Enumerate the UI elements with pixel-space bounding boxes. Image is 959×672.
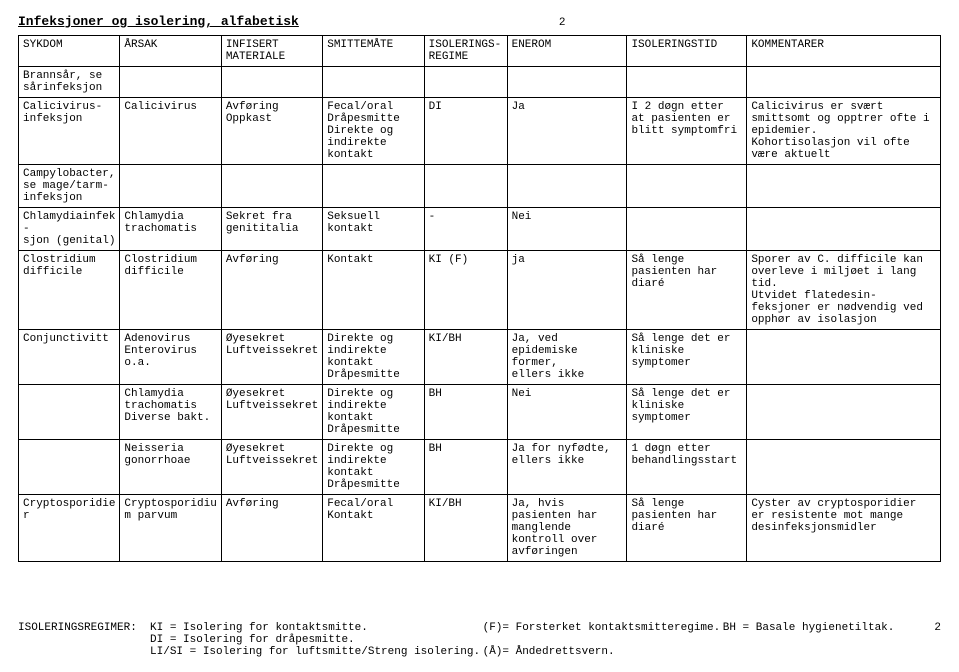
cell-5-0: Conjunctivitt [19,330,120,385]
cell-4-3: Kontakt [323,251,424,330]
cell-1-6: I 2 døgn etter at pasienten er blitt sym… [627,98,747,165]
cell-4-6: Så lenge pasienten har diaré [627,251,747,330]
cell-0-4 [424,67,507,98]
cell-2-3 [323,165,424,208]
legend-right: BH = Basale hygienetiltak. [723,622,895,658]
cell-4-1: Clostridium difficile [120,251,221,330]
cell-1-5: Ja [507,98,627,165]
cell-3-1: Chlamydia trachomatis [120,208,221,251]
cell-3-5: Nei [507,208,627,251]
cell-8-2: Avføring [221,495,322,562]
cell-2-6 [627,165,747,208]
cell-5-6: Så lenge det er kliniske symptomer [627,330,747,385]
table-row: Campylobacter, se mage/tarm-infeksjon [19,165,941,208]
cell-2-2 [221,165,322,208]
cell-1-2: AvføringOppkast [221,98,322,165]
cell-0-2 [221,67,322,98]
cell-0-0: Brannsår, se sårinfeksjon [19,67,120,98]
cell-5-4: KI/BH [424,330,507,385]
table-row: Chlamydia trachomatisDiverse bakt.Øyesek… [19,385,941,440]
table-row: ConjunctivittAdenovirusEnterovirus o.a.Ø… [19,330,941,385]
cell-6-7 [747,385,941,440]
cell-4-0: Clostridium difficile [19,251,120,330]
cell-4-2: Avføring [221,251,322,330]
cell-3-0: Chlamydiainfek-sjon (genital) [19,208,120,251]
col-header-0: SYKDOM [19,36,120,67]
cell-4-4: KI (F) [424,251,507,330]
legend-left: ISOLERINGSREGIMER: KI = Isolering for ko… [18,622,480,658]
cell-0-1 [120,67,221,98]
cell-6-0 [19,385,120,440]
cell-7-6: 1 døgn etter behandlingsstart [627,440,747,495]
col-header-1: ÅRSAK [120,36,221,67]
legend: ISOLERINGSREGIMER: KI = Isolering for ko… [18,622,941,658]
cell-8-7: Cyster av cryptosporidier er resistente … [747,495,941,562]
col-header-7: KOMMENTARER [747,36,941,67]
cell-3-4: - [424,208,507,251]
cell-7-0 [19,440,120,495]
cell-0-3 [323,67,424,98]
cell-2-4 [424,165,507,208]
cell-2-7 [747,165,941,208]
cell-6-1: Chlamydia trachomatisDiverse bakt. [120,385,221,440]
table-row: CryptosporidierCryptosporidium parvumAvf… [19,495,941,562]
table-row: Clostridium difficileClostridium diffici… [19,251,941,330]
infection-table: SYKDOMÅRSAKINFISERTMATERIALESMITTEMÅTEIS… [18,35,941,562]
cell-1-4: DI [424,98,507,165]
cell-8-1: Cryptosporidium parvum [120,495,221,562]
cell-3-7 [747,208,941,251]
table-row: Chlamydiainfek-sjon (genital)Chlamydia t… [19,208,941,251]
cell-1-0: Calicivirus-infeksjon [19,98,120,165]
cell-7-1: Neisseria gonorrhoae [120,440,221,495]
cell-7-7 [747,440,941,495]
cell-2-0: Campylobacter, se mage/tarm-infeksjon [19,165,120,208]
cell-5-5: Ja, ved epidemiske former,ellers ikke [507,330,627,385]
cell-5-1: AdenovirusEnterovirus o.a. [120,330,221,385]
cell-8-4: KI/BH [424,495,507,562]
col-header-5: ENEROM [507,36,627,67]
cell-5-2: ØyesekretLuftveissekret [221,330,322,385]
cell-3-2: Sekret fra genititalia [221,208,322,251]
cell-3-6 [627,208,747,251]
cell-7-2: ØyesekretLuftveissekret [221,440,322,495]
cell-8-5: Ja, hvis pasienten har manglende kontrol… [507,495,627,562]
col-header-2: INFISERTMATERIALE [221,36,322,67]
table-row: Brannsår, se sårinfeksjon [19,67,941,98]
col-header-4: ISOLERINGS-REGIME [424,36,507,67]
cell-4-7: Sporer av C. difficile kan overleve i mi… [747,251,941,330]
table-row: Calicivirus-infeksjonCalicivirusAvføring… [19,98,941,165]
cell-1-3: Fecal/oralDråpesmitteDirekte og indirekt… [323,98,424,165]
cell-6-2: ØyesekretLuftveissekret [221,385,322,440]
cell-2-5 [507,165,627,208]
page-number-top: 2 [559,17,566,29]
col-header-6: ISOLERINGSTID [627,36,747,67]
cell-6-4: BH [424,385,507,440]
page-title: Infeksjoner og isolering, alfabetisk [18,14,299,29]
cell-4-5: ja [507,251,627,330]
cell-0-7 [747,67,941,98]
cell-6-3: Direkte og indirekte kontaktDråpesmitte [323,385,424,440]
legend-mid: (F)= Forsterket kontaktsmitteregime. (Å)… [483,622,721,658]
cell-8-0: Cryptosporidier [19,495,120,562]
table-row: Neisseria gonorrhoaeØyesekretLuftveissek… [19,440,941,495]
cell-0-6 [627,67,747,98]
cell-3-3: Seksuell kontakt [323,208,424,251]
cell-6-5: Nei [507,385,627,440]
cell-8-6: Så lenge pasienten har diaré [627,495,747,562]
cell-6-6: Så lenge det er kliniske symptomer [627,385,747,440]
col-header-3: SMITTEMÅTE [323,36,424,67]
page-number-bottom: 2 [934,622,941,658]
cell-7-4: BH [424,440,507,495]
cell-5-3: Direkte og indirekte kontaktDråpesmitte [323,330,424,385]
cell-7-5: Ja for nyfødte,ellers ikke [507,440,627,495]
cell-1-7: Calicivirus er svært smittsomt og opptre… [747,98,941,165]
cell-2-1 [120,165,221,208]
cell-7-3: Direkte og indirekte kontaktDråpesmitte [323,440,424,495]
cell-1-1: Calicivirus [120,98,221,165]
cell-8-3: Fecal/oralKontakt [323,495,424,562]
cell-5-7 [747,330,941,385]
cell-0-5 [507,67,627,98]
